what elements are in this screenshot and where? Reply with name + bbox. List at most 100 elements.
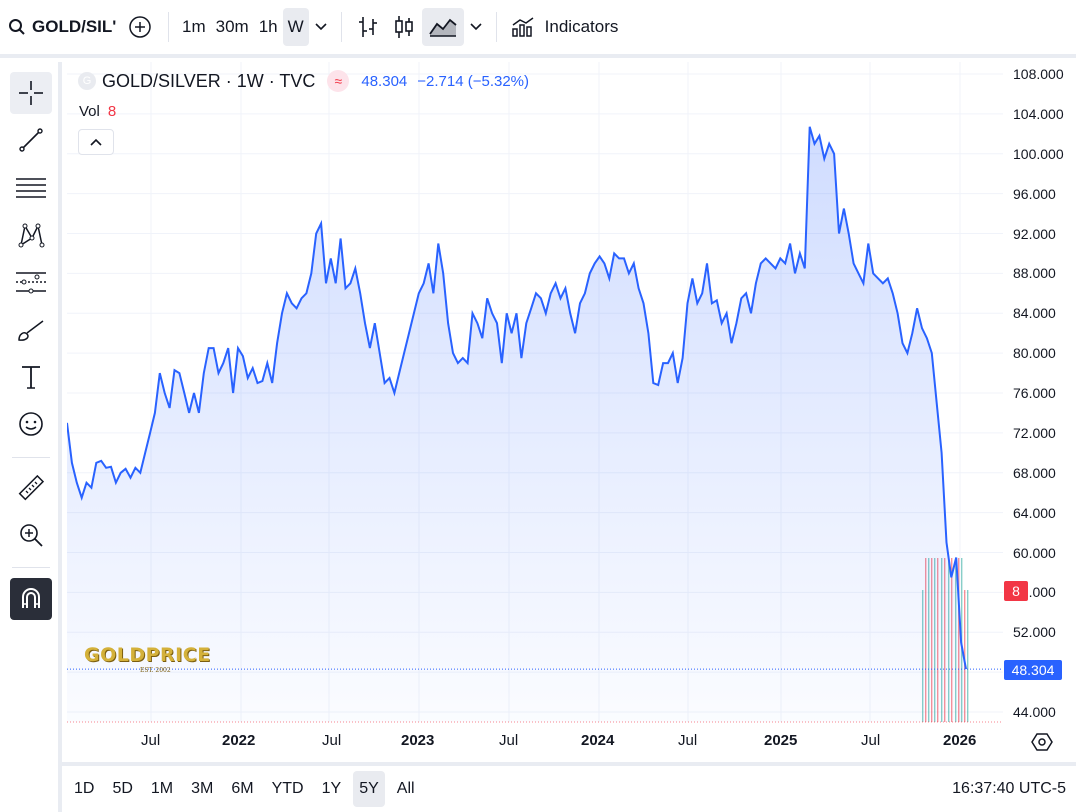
indicators-label: Indicators xyxy=(544,17,619,36)
chevron-up-icon xyxy=(90,138,102,146)
symbol-logo: G xyxy=(78,72,96,90)
price-axis-tick: 76.000 xyxy=(1013,385,1056,401)
chevron-down-icon xyxy=(470,23,482,31)
brush-tool[interactable] xyxy=(10,309,52,351)
range-1d[interactable]: 1D xyxy=(74,780,95,797)
candles-chart-type-button[interactable] xyxy=(386,8,422,46)
zoom-in-tool[interactable] xyxy=(10,514,52,556)
price-axis-tick: 68.000 xyxy=(1013,464,1056,481)
series-title[interactable]: GOLD/SILVER · 1W · TVC xyxy=(102,70,316,91)
time-axis-tick: 2024 xyxy=(581,732,615,749)
range-5d[interactable]: 5D xyxy=(112,780,133,797)
pattern-tool[interactable] xyxy=(10,214,52,256)
drawing-toolbar xyxy=(0,62,62,812)
xabcd-pattern-icon xyxy=(18,223,45,248)
volume-bar xyxy=(967,590,969,722)
chevron-down-icon xyxy=(315,23,327,31)
text-tool[interactable] xyxy=(10,356,52,398)
smiley-icon xyxy=(19,412,43,436)
indicators-icon xyxy=(511,17,534,37)
goldprice-logo: GOLDPRICE xyxy=(84,644,211,666)
interval-dropdown[interactable] xyxy=(309,8,333,46)
price-axis-tick: 108.000 xyxy=(1013,66,1064,82)
text-icon xyxy=(22,366,40,389)
clock-timezone[interactable]: 16:37:40 UTC-5 xyxy=(952,780,1066,797)
price-axis-tick: 80.000 xyxy=(1013,345,1056,362)
bottom-toolbar: 1D 5D 1M 3M 6M YTD 1Y 5Y All 16:37:40 UT… xyxy=(62,762,1076,812)
time-axis-tick: 2026 xyxy=(943,732,977,749)
price-axis-tick: 52.000 xyxy=(1013,624,1056,641)
range-5y[interactable]: 5Y xyxy=(353,771,385,807)
interval-weekly[interactable]: W xyxy=(282,8,309,46)
volume-value: 8 xyxy=(107,103,117,120)
top-toolbar: GOLD/SIL' 1m 30m 1h W Indicators xyxy=(0,0,1076,58)
price-axis-tick: 72.000 xyxy=(1013,424,1056,441)
time-axis-tick: 2023 xyxy=(401,732,435,749)
time-axis-tick: Jul xyxy=(499,732,519,749)
range-1m[interactable]: 1M xyxy=(150,780,174,797)
data-status-icon[interactable]: ≈ xyxy=(327,70,350,92)
range-ytd[interactable]: YTD xyxy=(271,780,304,797)
series-change: −2.714 (−5.32%) xyxy=(417,72,530,90)
price-axis-tick: 104.000 xyxy=(1013,105,1064,122)
ruler-icon xyxy=(18,474,45,501)
emoji-tool[interactable] xyxy=(10,403,52,445)
trend-line-icon xyxy=(19,128,43,152)
price-chart[interactable] xyxy=(67,62,1003,762)
series-value: 48.304 xyxy=(361,72,408,90)
chart-type-dropdown[interactable] xyxy=(464,8,488,46)
compare-symbol-button[interactable] xyxy=(120,8,160,46)
interval-30m[interactable]: 30m xyxy=(215,17,249,36)
bar-chart-type-button[interactable] xyxy=(350,8,386,46)
candlestick-icon xyxy=(394,16,413,38)
price-axis-tick: 84.000 xyxy=(1013,305,1056,322)
interval-1m[interactable]: 1m xyxy=(182,17,206,36)
measure-tool[interactable] xyxy=(10,467,52,509)
price-axis-tick: 100.000 xyxy=(1013,145,1064,162)
magnet-icon xyxy=(22,588,40,608)
toolbar-divider xyxy=(168,12,169,42)
plus-circle-icon xyxy=(129,16,151,38)
goldprice-logo-est: EST. 2002 xyxy=(140,667,171,674)
crosshair-tool[interactable] xyxy=(10,72,52,114)
volume-legend: Vol 8 xyxy=(79,103,116,120)
series-legend: G GOLD/SILVER · 1W · TVC ≈ 48.304 −2.714… xyxy=(78,70,529,92)
magnet-mode-tool[interactable] xyxy=(10,578,52,620)
forecasting-tool[interactable] xyxy=(10,261,52,303)
time-axis-tick: 2022 xyxy=(222,732,256,749)
volume-tag: 8 xyxy=(1004,581,1028,601)
toolbar-divider xyxy=(12,567,50,568)
volume-label: Vol xyxy=(79,103,100,120)
price-axis-tick: 92.000 xyxy=(1013,225,1056,242)
zoom-in-icon xyxy=(20,524,43,547)
trend-line-tool[interactable] xyxy=(10,119,52,161)
time-axis-tick: Jul xyxy=(861,732,881,749)
brush-icon xyxy=(18,320,44,341)
range-1y[interactable]: 1Y xyxy=(321,780,342,797)
price-axis-tick: 96.000 xyxy=(1013,185,1056,202)
interval-1h[interactable]: 1h xyxy=(258,17,278,36)
price-axis-tick: 64.000 xyxy=(1013,504,1056,521)
range-all[interactable]: All xyxy=(396,780,415,797)
collapse-legend-button[interactable] xyxy=(78,129,114,155)
price-axis-tick: 44.000 xyxy=(1013,704,1056,720)
time-axis-tick: Jul xyxy=(322,732,342,749)
symbol-search[interactable]: GOLD/SIL' xyxy=(8,8,120,46)
toolbar-divider xyxy=(495,12,497,42)
chart-settings-button[interactable] xyxy=(1031,731,1053,758)
time-axis-tick: Jul xyxy=(678,732,698,749)
horizontal-lines-icon xyxy=(16,178,46,198)
fib-retracement-tool[interactable] xyxy=(10,166,52,208)
range-6m[interactable]: 6M xyxy=(231,780,254,797)
volume-bar xyxy=(964,590,966,722)
search-icon xyxy=(9,19,25,35)
area-chart-icon xyxy=(428,18,457,37)
symbol-name: GOLD/SIL' xyxy=(32,17,117,36)
price-area-fill xyxy=(67,126,966,723)
area-chart-type-button[interactable] xyxy=(421,8,464,46)
ohlc-bars-icon xyxy=(358,17,377,37)
toolbar-divider xyxy=(12,457,50,458)
toolbar-divider xyxy=(340,12,342,42)
range-3m[interactable]: 3M xyxy=(191,780,214,797)
indicators-button[interactable]: Indicators xyxy=(505,8,625,46)
